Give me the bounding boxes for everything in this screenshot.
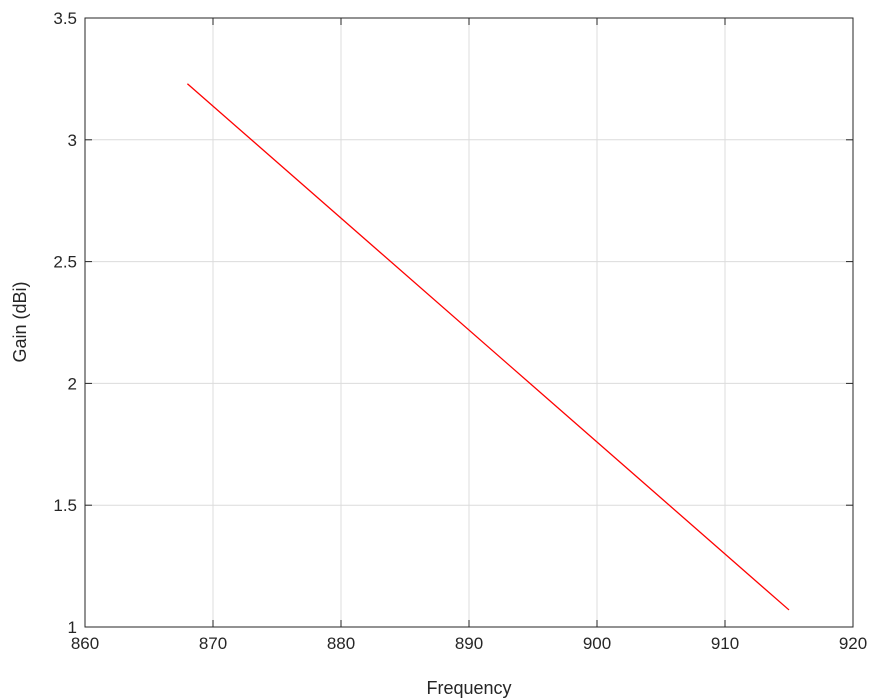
x-tick-label: 900 <box>583 634 611 653</box>
series-layer <box>186 83 790 611</box>
x-axis-title: Frequency <box>426 678 511 698</box>
x-tick-label: 920 <box>839 634 867 653</box>
x-tick-labels: 860 870 880 890 900 910 920 <box>71 634 867 653</box>
x-tick-label: 890 <box>455 634 483 653</box>
y-tick-label: 2.5 <box>53 253 77 272</box>
y-tick-label: 3.5 <box>53 9 77 28</box>
x-tick-label: 860 <box>71 634 99 653</box>
x-tick-label: 880 <box>327 634 355 653</box>
y-tick-label: 2 <box>68 374 77 393</box>
series-line <box>186 83 790 611</box>
y-tick-label: 3 <box>68 131 77 150</box>
y-tick-labels: 1 1.5 2 2.5 3 3.5 <box>53 9 77 637</box>
y-tick-label: 1 <box>68 618 77 637</box>
y-axis-title: Gain (dBi) <box>10 281 30 362</box>
x-tick-label: 870 <box>199 634 227 653</box>
y-tick-label: 1.5 <box>53 496 77 515</box>
grid-lines <box>85 18 853 627</box>
x-tick-label: 910 <box>711 634 739 653</box>
tick-marks <box>84 17 854 628</box>
